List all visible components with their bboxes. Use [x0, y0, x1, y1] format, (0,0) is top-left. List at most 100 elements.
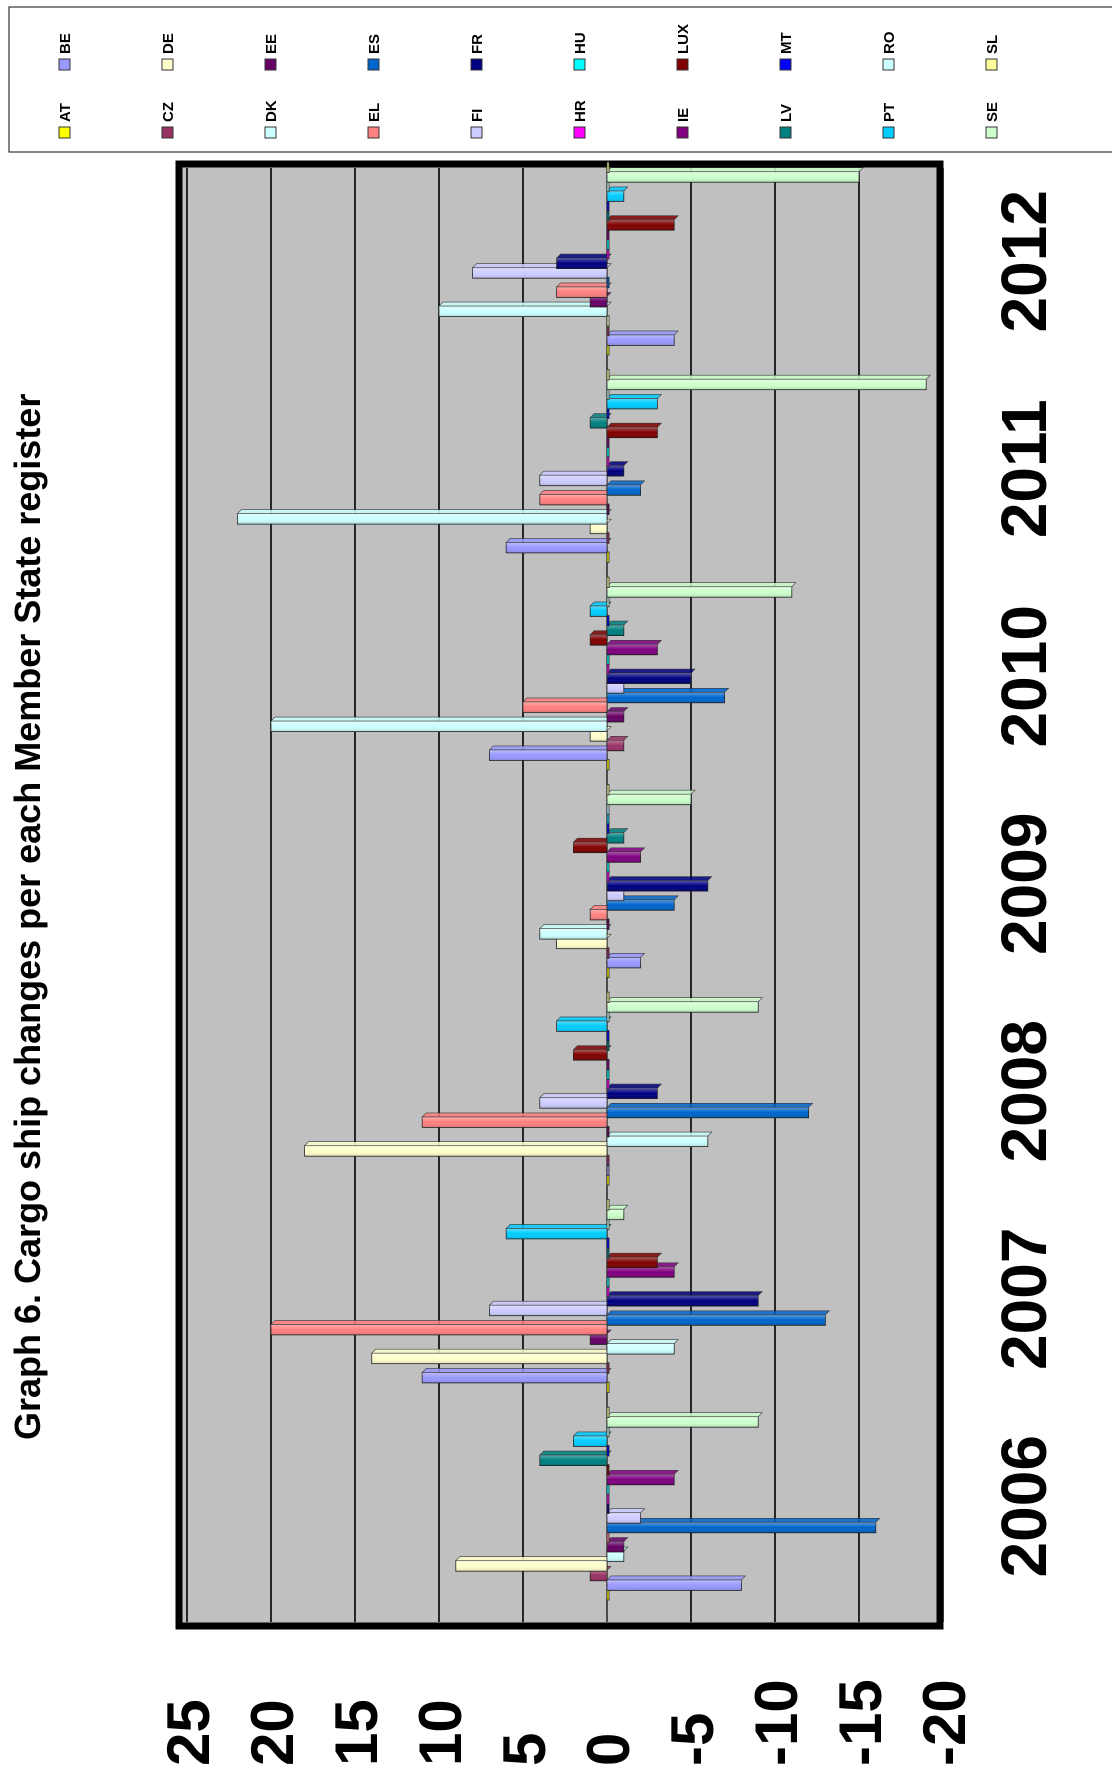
bar-top-face [606, 1518, 881, 1523]
legend-swatch [264, 126, 277, 139]
bar-shade [607, 1474, 675, 1485]
x-category-labels: 2006 2007 2008 2009 2010 2011 2012 [988, 190, 1060, 1577]
bar-shade [607, 1209, 624, 1220]
bar-shade [556, 1020, 607, 1032]
bar-shade [607, 1314, 826, 1326]
legend-swatch [264, 58, 277, 71]
x-category-label: 2007 [988, 1228, 1060, 1370]
bar-top-face [606, 1508, 646, 1513]
legend-label: DE [160, 33, 177, 54]
bar-shade [607, 1107, 809, 1118]
bar-hu-2011 [606, 445, 610, 458]
bar-shade [607, 644, 658, 655]
bar-top-face [606, 707, 629, 712]
bar-lv-2007 [606, 1247, 610, 1259]
bar-lv-2012 [606, 209, 610, 222]
bar-top-face [606, 1412, 763, 1417]
legend-swatch [470, 58, 483, 71]
bar-shade [590, 730, 607, 742]
bar-top-face [606, 1470, 679, 1475]
legend-item-be: BE [57, 33, 74, 71]
bar-shade [607, 1522, 876, 1533]
legend-item-es: ES [366, 34, 383, 71]
x-category-label: 2010 [988, 605, 1060, 747]
bar-shade [539, 494, 607, 505]
legend-swatch [367, 58, 380, 71]
bar-sl-2012 [606, 161, 610, 174]
bar-shade [590, 1334, 607, 1345]
bar-top-face [555, 253, 612, 259]
bar-shade [607, 673, 691, 684]
bar-shade [607, 1551, 624, 1562]
legend-item-se: SE [984, 102, 1001, 139]
bar-shade [607, 171, 859, 183]
y-tick-label: -10 [743, 1679, 810, 1766]
bar-cz-2011 [606, 532, 610, 544]
legend-swatch [161, 58, 174, 71]
legend-swatch [676, 58, 689, 71]
legend-item-lux: LUX [675, 24, 692, 71]
bar-top-face [606, 480, 646, 486]
bar-shade [422, 1116, 607, 1128]
x-category-label: 2011 [988, 399, 1060, 538]
bar-top-face [606, 1204, 629, 1210]
bar-shade [573, 1049, 607, 1061]
bar-shade [607, 1541, 624, 1552]
legend-label: FI [469, 109, 486, 122]
bar-hu-2008 [606, 1068, 610, 1080]
legend-swatch [676, 126, 689, 139]
legend-label: AT [57, 103, 74, 122]
bar-shade [573, 1435, 607, 1447]
bar-top-face [539, 470, 612, 476]
bar-shade [489, 749, 607, 761]
bar-ee-2011 [606, 503, 610, 515]
bar-hr-2010 [606, 663, 610, 675]
bar-mt-2011 [606, 407, 610, 419]
bar-top-face [522, 697, 612, 703]
bar-shade [455, 1560, 607, 1572]
legend-item-mt: MT [778, 32, 795, 71]
bar-shade [539, 1097, 607, 1109]
y-tick-label: -15 [827, 1679, 894, 1766]
bar-top-face [236, 509, 612, 514]
bar-shade [607, 1343, 675, 1355]
bar-hu-2010 [606, 653, 610, 665]
bar-top-face [606, 1339, 679, 1344]
bar-at-2007 [606, 1381, 610, 1393]
legend-label: PT [881, 103, 898, 122]
bar-shade [607, 484, 641, 496]
bar-ie-2011 [606, 436, 610, 448]
x-category-label: 2006 [988, 1435, 1060, 1577]
y-tick-label: 10 [407, 1699, 474, 1766]
bar-shade [607, 682, 624, 694]
bar-mt-2012 [606, 200, 610, 212]
bar-cz-2012 [606, 324, 610, 337]
bar-shade [607, 219, 675, 231]
bar-top-face [606, 1131, 713, 1137]
bar-shade [590, 417, 607, 429]
bar-mt-2010 [606, 615, 610, 627]
bar-shade [607, 899, 675, 911]
legend-label: LUX [675, 24, 692, 54]
bar-top-face [606, 639, 663, 645]
bar-top-face [606, 789, 696, 795]
bar-shade [590, 296, 607, 307]
bar-top-face [606, 1083, 663, 1089]
bar-shade [607, 625, 624, 636]
legend-label: SL [984, 35, 1001, 54]
bar-top-face [606, 167, 864, 172]
bar-hr-2006 [606, 1493, 610, 1505]
bar-top-face [539, 924, 612, 929]
bar-shade [422, 1372, 607, 1383]
bar-cz-2008 [606, 1154, 610, 1167]
bar-lux-2006 [606, 1464, 610, 1476]
bar-top-face [606, 1537, 629, 1542]
bar-top-face [488, 1300, 612, 1306]
bar-ro-2012 [606, 180, 610, 193]
bar-shade [607, 1295, 759, 1307]
bar-shade [489, 1305, 607, 1316]
bar-hr-2007 [606, 1285, 610, 1297]
bar-top-face [455, 1556, 612, 1561]
bar-top-face [421, 1368, 612, 1373]
